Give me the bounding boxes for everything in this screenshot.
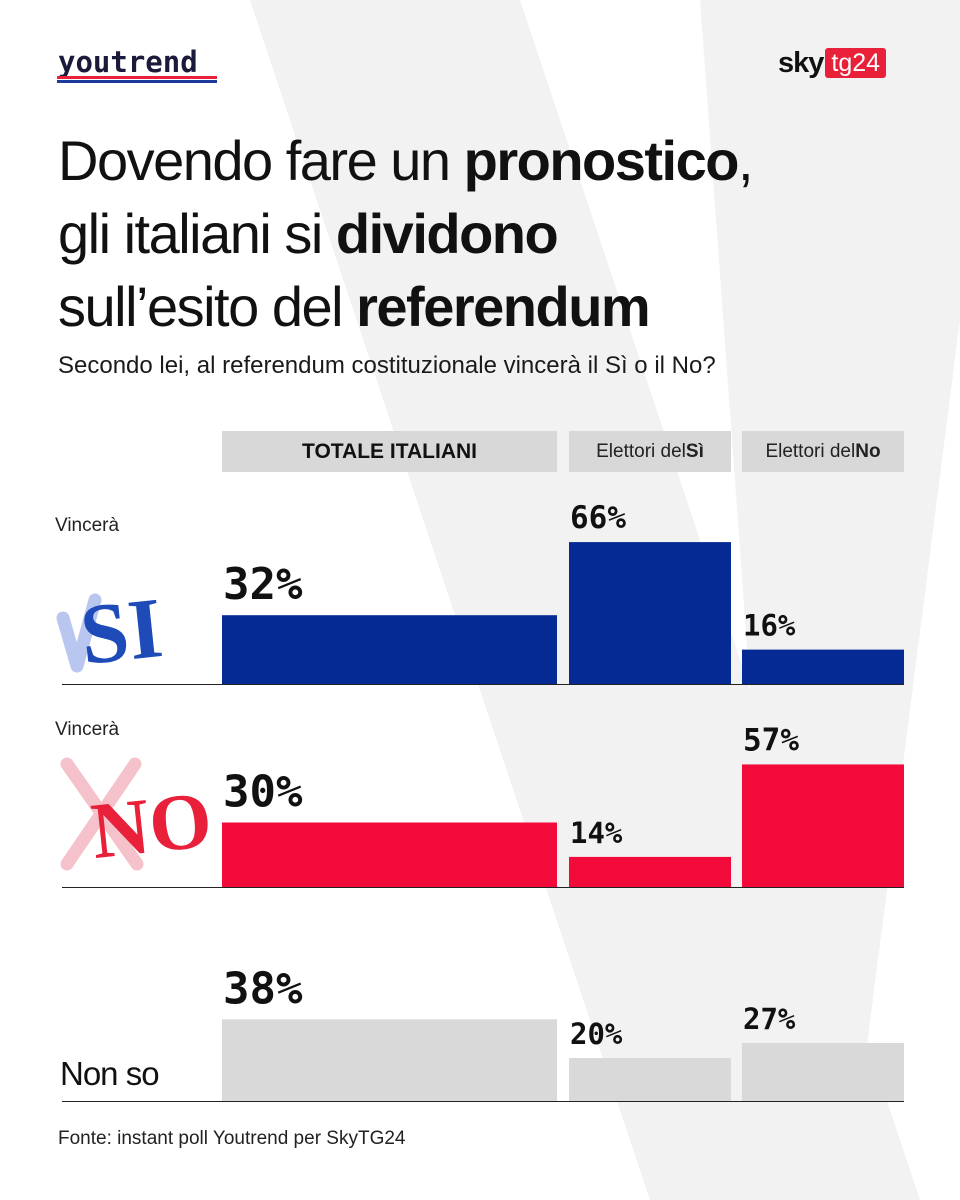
title-line1-bold: pronostico — [463, 129, 740, 192]
bar-no-elettori-si — [569, 856, 731, 887]
subtitle: Secondo lei, al referendum costituzional… — [58, 352, 716, 379]
no-cross-mark-icon — [60, 757, 144, 871]
label-no-elettori-no: 57% — [743, 722, 799, 758]
bar-nonso-elettori-no — [742, 1042, 904, 1101]
label-si-totale: 32% — [223, 559, 303, 610]
label-no-totale: 30% — [223, 767, 303, 818]
column-header-totale: TOTALE ITALIANI — [222, 431, 557, 472]
youtrend-logo-underline-red — [57, 76, 217, 79]
title-line1-regular: Dovendo fare un — [58, 129, 464, 192]
bar-nonso-totale — [222, 1019, 557, 1101]
youtrend-logo: youtrend — [58, 45, 198, 79]
row-label-vincera-si: Vincerà — [55, 515, 120, 536]
column-header-no-prefix: Elettori del — [765, 440, 856, 462]
title-line3-bold: referendum — [356, 275, 651, 338]
bar-si-totale — [222, 615, 557, 684]
bar-no-totale — [222, 822, 557, 887]
row-label-non-so: Non so — [60, 1055, 160, 1092]
title-line2-regular: gli italiani si — [58, 202, 336, 265]
si-icon-text: SI — [76, 579, 167, 680]
si-vote-icon: SI — [56, 579, 167, 680]
label-nonso-elettori-si: 20% — [570, 1017, 623, 1051]
no-vote-icon: NO — [60, 757, 215, 876]
bar-no-elettori-no — [742, 764, 904, 887]
label-nonso-elettori-no: 27% — [743, 1002, 796, 1036]
bar-si-elettori-no — [742, 649, 904, 684]
label-si-elettori-no: 16% — [743, 609, 796, 643]
column-header-elettori-no: Elettori del No — [742, 431, 904, 472]
source-note: Fonte: instant poll Youtrend per SkyTG24 — [58, 1128, 406, 1149]
label-si-elettori-si: 66% — [570, 500, 626, 536]
row-label-vincera-no: Vincerà — [55, 719, 120, 740]
label-no-elettori-si: 14% — [570, 816, 623, 850]
label-nonso-totale: 38% — [223, 963, 303, 1014]
column-header-no-bold: No — [855, 440, 881, 462]
sky-logo-word: sky — [778, 46, 824, 79]
no-icon-text: NO — [87, 776, 215, 876]
title-line3-regular: sull’esito del — [58, 275, 357, 338]
si-check-mark-icon — [56, 593, 102, 673]
tg24-logo-box: tg24 — [825, 48, 887, 78]
column-header-elettori-si: Elettori del Sì — [569, 431, 731, 472]
bar-si-elettori-si — [569, 542, 731, 684]
youtrend-logo-underline-blue — [57, 80, 217, 83]
skytg24-logo: sky tg24 — [778, 46, 887, 80]
page-title: Dovendo fare un pronostico, gli italiani… — [58, 124, 918, 343]
title-line2-bold: dividono — [335, 202, 559, 265]
column-header-si-bold: Sì — [685, 440, 704, 462]
bar-nonso-elettori-si — [569, 1058, 731, 1101]
title-line1-comma: , — [737, 129, 754, 192]
column-header-si-prefix: Elettori del — [596, 440, 686, 462]
